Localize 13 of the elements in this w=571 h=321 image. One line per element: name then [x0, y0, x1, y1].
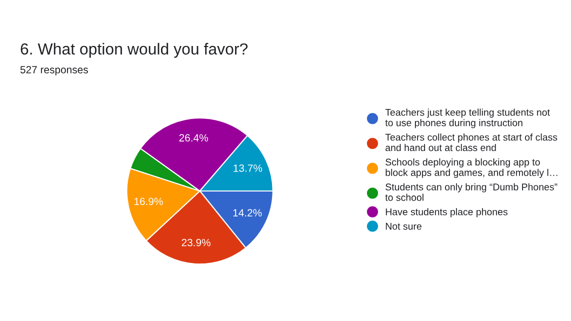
data-label: 13.7%: [234, 164, 262, 172]
legend-label: Have students place phones: [386, 208, 508, 218]
data-label: 26.4%: [179, 134, 208, 142]
legend-label: Students can only bring “Dumb Phones” to school: [385, 183, 558, 201]
legend-label: Not sure: [386, 222, 422, 230]
legend-label: Teachers collect phones at start of class and hand out at class end: [385, 134, 558, 152]
data-label: 16.9%: [134, 198, 163, 206]
legend-label: Schools deploying a blocking app to block apps and games, and remotely l…: [386, 158, 558, 178]
chart-title: 6. What option would you favor?: [20, 42, 248, 58]
chart-subtitle: 527 responses: [20, 66, 88, 76]
data-label: 23.9%: [182, 238, 210, 246]
legend-label: Teachers just keep telling students not to use phones during instruction: [385, 108, 550, 128]
data-label: 14.2%: [233, 209, 262, 216]
